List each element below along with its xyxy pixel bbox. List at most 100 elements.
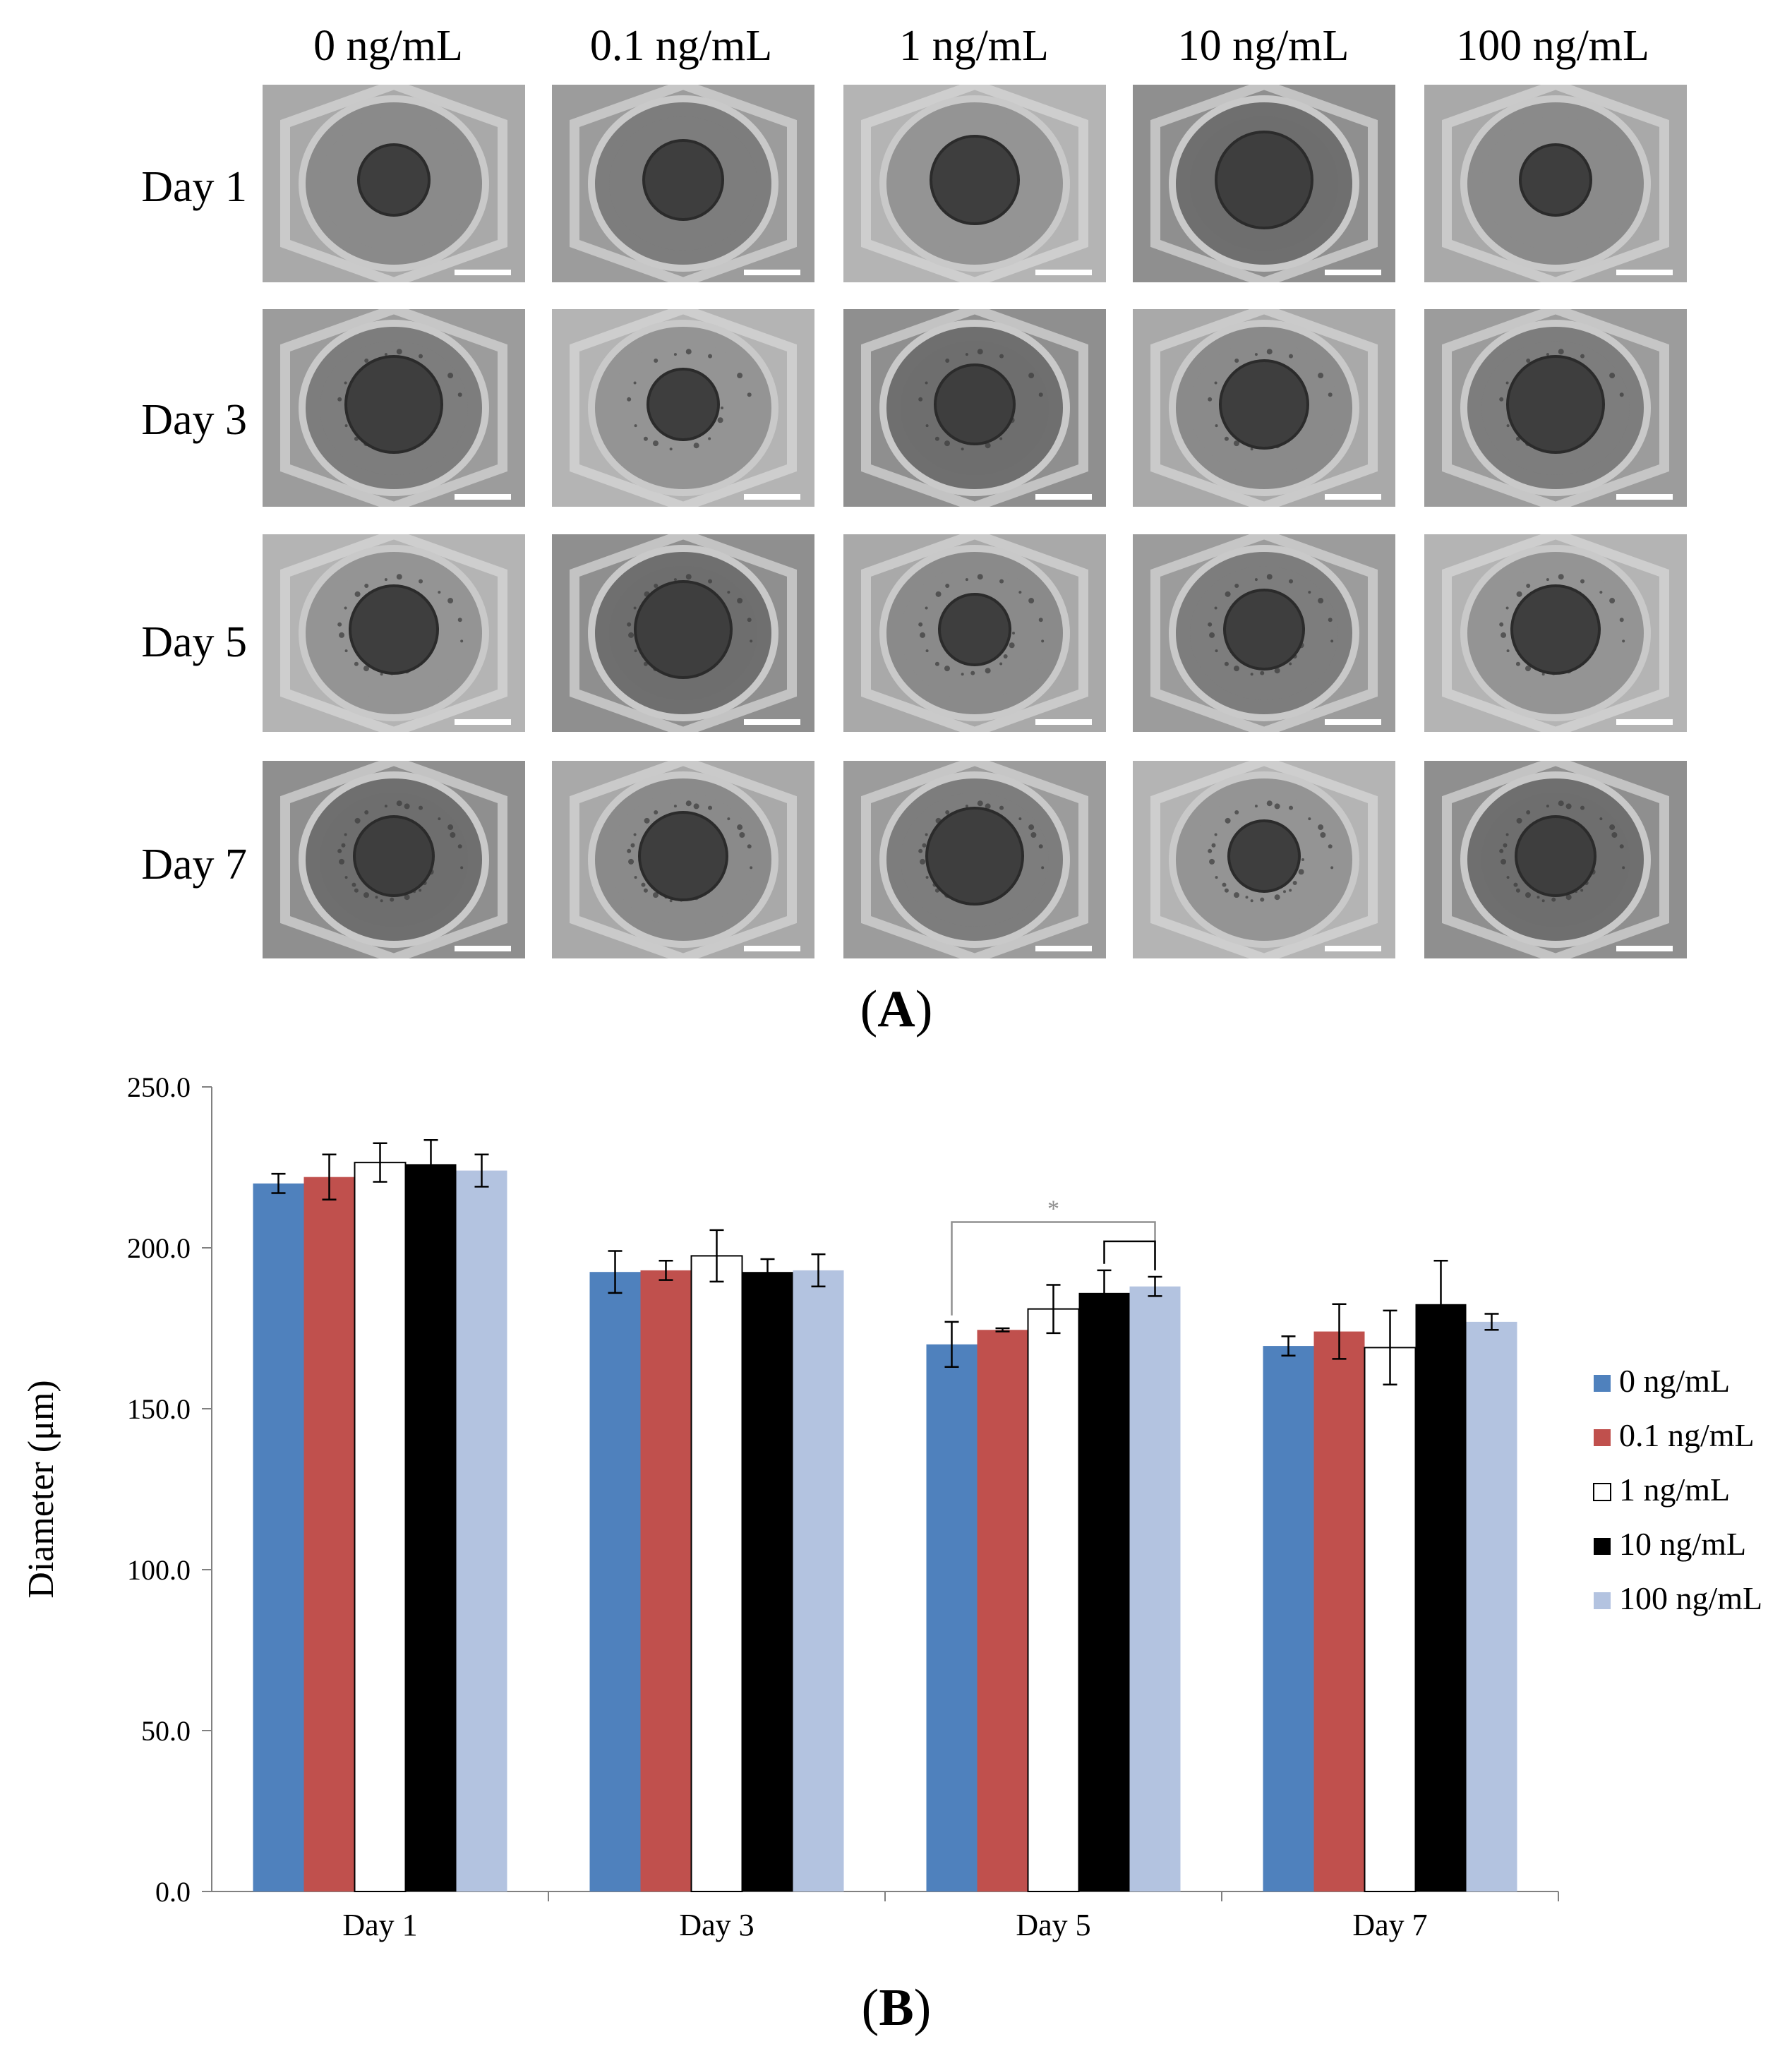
error-bar-0-3 — [423, 1138, 438, 1189]
error-bar-3-0 — [1281, 1335, 1296, 1357]
scale-bar — [1325, 946, 1381, 951]
error-bar-0-2 — [373, 1142, 387, 1183]
micrograph-day1-conc3 — [1133, 85, 1395, 282]
micrograph-day1-conc0 — [263, 85, 525, 282]
column-header-4: 100 ng/mL — [1456, 22, 1649, 70]
legend-label-4: 100 ng/mL — [1619, 1580, 1762, 1616]
row-header-day1: Day 1 — [141, 163, 247, 211]
micrograph-day1-conc4 — [1424, 85, 1687, 282]
column-header-1: 0.1 ng/mL — [589, 22, 773, 70]
y-tick-label-1: 50.0 — [141, 1715, 191, 1747]
row-header-day3: Day 3 — [141, 396, 247, 444]
x-tick-label-3: Day 7 — [1352, 1908, 1427, 1942]
micrograph-day3-conc3 — [1133, 309, 1395, 507]
bar-day-1-series-1 — [303, 1177, 355, 1891]
row-header-day7: Day 7 — [141, 841, 247, 889]
error-bar-1-2 — [709, 1229, 724, 1283]
error-bar-2-0 — [944, 1321, 959, 1368]
legend-swatch-4 — [1594, 1592, 1611, 1609]
micrograph-day7-conc1 — [552, 761, 814, 958]
error-bar-0-0 — [271, 1172, 286, 1194]
error-bar-1-3 — [760, 1258, 775, 1286]
bar-day-7-series-3 — [1415, 1304, 1467, 1891]
micrograph-day5-conc2 — [843, 534, 1106, 732]
scale-bar — [1035, 270, 1092, 275]
micrograph-day3-conc1 — [552, 309, 814, 507]
bar-day-7-series-4 — [1466, 1321, 1517, 1891]
scale-bar — [455, 946, 511, 951]
error-bar-3-1 — [1332, 1303, 1347, 1360]
bar-day-7-series-2 — [1364, 1347, 1417, 1892]
legend-label-1: 0.1 ng/mL — [1619, 1417, 1755, 1453]
scale-bar — [1035, 719, 1092, 725]
panel-a-label: (A) — [860, 980, 933, 1038]
micrograph-day5-conc1 — [552, 534, 814, 732]
bar-day-5-series-4 — [1129, 1286, 1181, 1891]
error-bar-1-1 — [659, 1259, 673, 1281]
error-bar-2-1 — [995, 1327, 1010, 1333]
bar-day-5-series-0 — [926, 1344, 978, 1891]
micrograph-day3-conc0 — [263, 309, 525, 507]
bar-day-3-series-4 — [793, 1270, 844, 1891]
y-tick-label-4: 200.0 — [127, 1232, 191, 1264]
error-bar-0-1 — [322, 1153, 337, 1201]
bar-day-3-series-1 — [640, 1270, 692, 1891]
micrograph-day3-conc4 — [1424, 309, 1687, 507]
error-bar-3-4 — [1484, 1313, 1499, 1331]
bar-day-1-series-2 — [354, 1162, 407, 1892]
scale-bar — [744, 946, 800, 951]
scale-bar — [455, 270, 511, 275]
bar-day-5-series-2 — [1027, 1308, 1080, 1892]
significance-marker-0: * — [1047, 1196, 1059, 1222]
scale-bar — [744, 494, 800, 500]
micrograph-day5-conc4 — [1424, 534, 1687, 732]
scale-bar — [1616, 270, 1673, 275]
y-axis-label: Diameter (μm) — [21, 1380, 61, 1598]
bar-day-7-series-1 — [1313, 1331, 1365, 1891]
scale-bar — [1616, 719, 1673, 725]
legend-swatch-2 — [1593, 1483, 1611, 1501]
bar-day-5-series-3 — [1078, 1292, 1130, 1891]
column-header-3: 10 ng/mL — [1177, 22, 1349, 70]
error-bar-1-0 — [608, 1250, 623, 1294]
y-tick-label-2: 100.0 — [127, 1554, 191, 1586]
error-bar-1-4 — [811, 1253, 826, 1287]
error-bar-2-2 — [1046, 1284, 1061, 1335]
bar-day-5-series-1 — [977, 1330, 1028, 1891]
micrograph-day7-conc3 — [1133, 761, 1395, 958]
legend-swatch-3 — [1594, 1538, 1611, 1555]
legend-label-2: 1 ng/mL — [1619, 1472, 1730, 1508]
micrograph-day7-conc0 — [263, 761, 525, 958]
legend-label-0: 0 ng/mL — [1619, 1363, 1730, 1399]
panel-b-label: (B) — [861, 1979, 932, 2037]
scale-bar — [1325, 494, 1381, 500]
error-bar-2-3 — [1097, 1269, 1112, 1317]
bar-day-3-series-0 — [589, 1272, 641, 1891]
panel-a-micrographs: 0 ng/mL 0.1 ng/mL 1 ng/mL 10 ng/mL 100 n… — [141, 22, 1687, 1038]
bar-day-3-series-3 — [742, 1272, 793, 1891]
bar-day-3-series-2 — [690, 1255, 743, 1892]
micrograph-day7-conc4 — [1424, 761, 1687, 958]
legend-swatch-1 — [1594, 1429, 1611, 1446]
bar-day-1-series-4 — [456, 1170, 507, 1891]
micrograph-day5-conc0 — [263, 534, 525, 732]
diameter-bar-chart: 0.0 50.0 100.0 150.0 200.0 250.0 Diameter (μm)… — [21, 1071, 1762, 1942]
error-bar-3-2 — [1383, 1309, 1397, 1386]
legend-swatch-0 — [1594, 1375, 1611, 1392]
scale-bar — [1325, 719, 1381, 725]
scale-bar — [744, 719, 800, 725]
x-tick-label-1: Day 3 — [679, 1908, 754, 1942]
error-bar-3-3 — [1433, 1259, 1448, 1349]
bar-day-1-series-3 — [405, 1164, 457, 1891]
y-tick-label-0: 0.0 — [155, 1876, 191, 1908]
error-bar-2-4 — [1148, 1275, 1162, 1297]
micrograph-day1-conc2 — [843, 85, 1106, 282]
y-tick-label-5: 250.0 — [127, 1071, 191, 1103]
error-bar-0-4 — [474, 1153, 489, 1188]
x-tick-label-0: Day 1 — [342, 1908, 417, 1942]
scale-bar — [1035, 494, 1092, 500]
x-tick-label-2: Day 5 — [1016, 1908, 1090, 1942]
column-header-0: 0 ng/mL — [313, 22, 463, 70]
scale-bar — [1035, 946, 1092, 951]
micrograph-day3-conc2 — [843, 309, 1106, 507]
